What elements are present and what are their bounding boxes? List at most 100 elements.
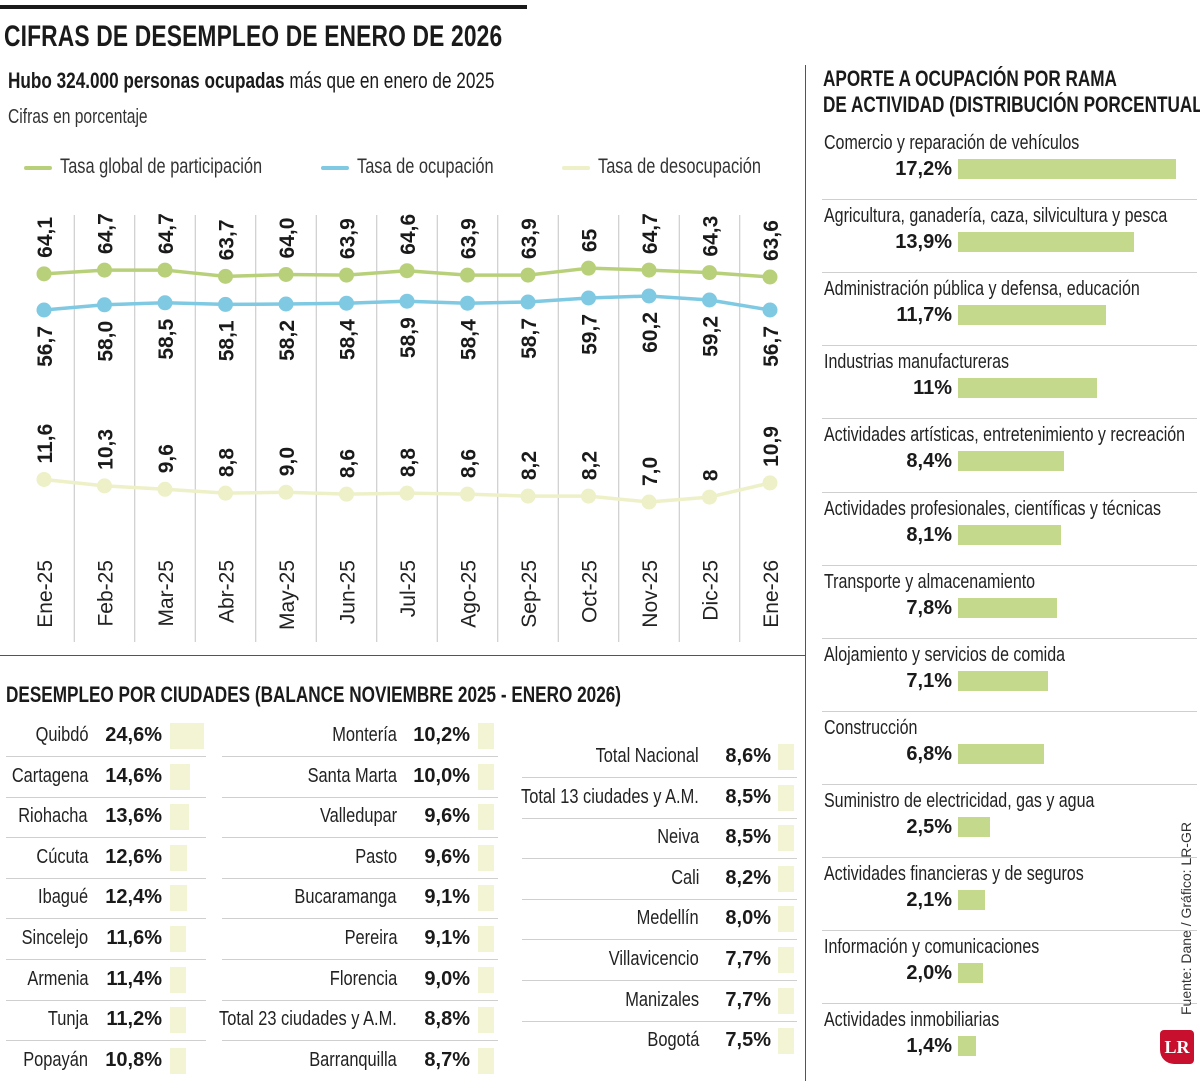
city-name: Armenia — [26, 967, 88, 990]
sector-value: 17,2% — [895, 158, 952, 180]
series-point — [97, 262, 112, 278]
city-name: Santa Marta — [307, 764, 397, 787]
cities-title: DESEMPLEO POR CIUDADES (BALANCE NOVIEMBR… — [6, 682, 622, 707]
city-divider — [522, 817, 797, 819]
data-label: 56,7 — [34, 326, 57, 367]
city-divider — [522, 980, 797, 981]
city-value: 13,6% — [105, 805, 162, 828]
city-bar — [170, 926, 187, 952]
city-name: Bogotá — [647, 1029, 699, 1052]
city-value: 8,8% — [424, 1008, 470, 1031]
city-value: 7,7% — [725, 948, 771, 970]
city-name: Total Nacional — [595, 745, 699, 767]
city-divider — [222, 877, 498, 879]
city-divider — [6, 756, 206, 757]
lr-logo: LR — [1160, 1030, 1194, 1064]
city-bar — [778, 906, 794, 933]
city-value: 9,6% — [424, 805, 470, 828]
legend-swatch-participacion — [24, 166, 52, 170]
data-label: 11,6 — [34, 424, 57, 464]
city-divider — [522, 777, 797, 778]
series-point — [339, 267, 354, 283]
city-value: 12,4% — [105, 886, 162, 909]
series-point — [399, 293, 415, 309]
city-divider — [222, 999, 498, 1001]
data-label: 8,8 — [216, 448, 239, 478]
data-label: 8,2 — [518, 451, 541, 480]
data-label: 58,1 — [216, 320, 239, 361]
city-divider — [222, 918, 498, 920]
sector-bar — [958, 670, 1048, 691]
legend-label-desocupacion: Tasa de desocupación — [598, 155, 762, 178]
vertical-divider — [805, 65, 806, 1081]
city-bar — [478, 885, 494, 912]
sector-bar — [958, 232, 1135, 253]
page-title: CIFRAS DE DESEMPLEO DE ENERO DE 2026 — [4, 20, 503, 53]
data-label: 58,4 — [337, 319, 360, 360]
city-divider — [522, 939, 797, 941]
city-bar — [170, 1047, 186, 1074]
sector-value: 6,8% — [906, 742, 952, 765]
unit-note: Cifras en porcentaje — [8, 106, 148, 128]
city-bar — [478, 1007, 494, 1034]
series-point — [762, 475, 778, 491]
month-tick-label: Ago-25 — [458, 560, 481, 628]
sector-value: 2,5% — [906, 815, 952, 838]
data-label: 63,9 — [337, 218, 360, 259]
series-point — [218, 268, 233, 284]
sector-divider — [822, 783, 1197, 785]
city-value: 9,6% — [424, 845, 470, 868]
series-point — [339, 486, 354, 502]
city-value: 11,4% — [106, 967, 162, 990]
city-divider — [522, 1020, 797, 1022]
city-bar — [778, 1028, 794, 1055]
city-bar — [170, 804, 189, 831]
city-name: Total 13 ciudades y A.M. — [521, 785, 699, 808]
city-value: 14,6% — [105, 764, 162, 787]
city-value: 8,5% — [725, 826, 771, 849]
month-tick-label: Feb-25 — [95, 560, 118, 627]
series-point — [157, 481, 173, 497]
sector-label: Actividades financieras y de seguros — [824, 863, 1084, 885]
city-bar — [778, 987, 794, 1014]
series-point — [399, 263, 415, 279]
city-name: Ibagué — [37, 886, 88, 909]
city-divider — [6, 999, 206, 1001]
series-point — [520, 267, 536, 283]
data-label: 58,4 — [458, 319, 481, 360]
data-label: 64,0 — [276, 218, 299, 259]
series-point — [702, 292, 717, 308]
sector-bar — [958, 159, 1176, 179]
sector-bar — [958, 378, 1098, 399]
sector-label: Información y comunicaciones — [824, 936, 1040, 959]
city-value: 9,0% — [424, 967, 470, 990]
series-point — [97, 478, 112, 494]
series-point — [460, 295, 475, 311]
month-tick-label: Nov-25 — [639, 560, 662, 628]
city-bar — [778, 784, 794, 811]
data-label: 8,6 — [458, 449, 481, 478]
sector-value: 1,4% — [906, 1035, 952, 1058]
city-bar — [478, 1047, 494, 1074]
series-point — [520, 294, 536, 310]
city-bar — [170, 723, 204, 749]
sector-divider — [822, 418, 1197, 420]
series-point — [218, 296, 233, 312]
city-divider — [6, 796, 206, 798]
sector-label: Actividades profesionales, científicas y… — [824, 497, 1162, 520]
city-value: 8,7% — [424, 1048, 470, 1071]
data-label: 9,0 — [276, 447, 299, 476]
data-label: 58,9 — [397, 317, 420, 358]
city-name: Total 23 ciudades y A.M. — [219, 1008, 397, 1031]
sector-value: 8,4% — [906, 450, 952, 473]
city-value: 7,5% — [725, 1029, 771, 1052]
sector-value: 7,1% — [906, 669, 952, 692]
city-bar — [778, 825, 794, 852]
city-value: 9,1% — [424, 927, 470, 949]
data-label: 8 — [700, 469, 723, 481]
sector-bar — [958, 451, 1065, 472]
month-tick-label: Dic-25 — [700, 560, 723, 621]
sector-label: Industrias manufactureras — [824, 351, 1009, 374]
sector-label: Actividades artísticas, entretenimiento … — [824, 424, 1186, 447]
data-label: 8,6 — [337, 449, 360, 478]
